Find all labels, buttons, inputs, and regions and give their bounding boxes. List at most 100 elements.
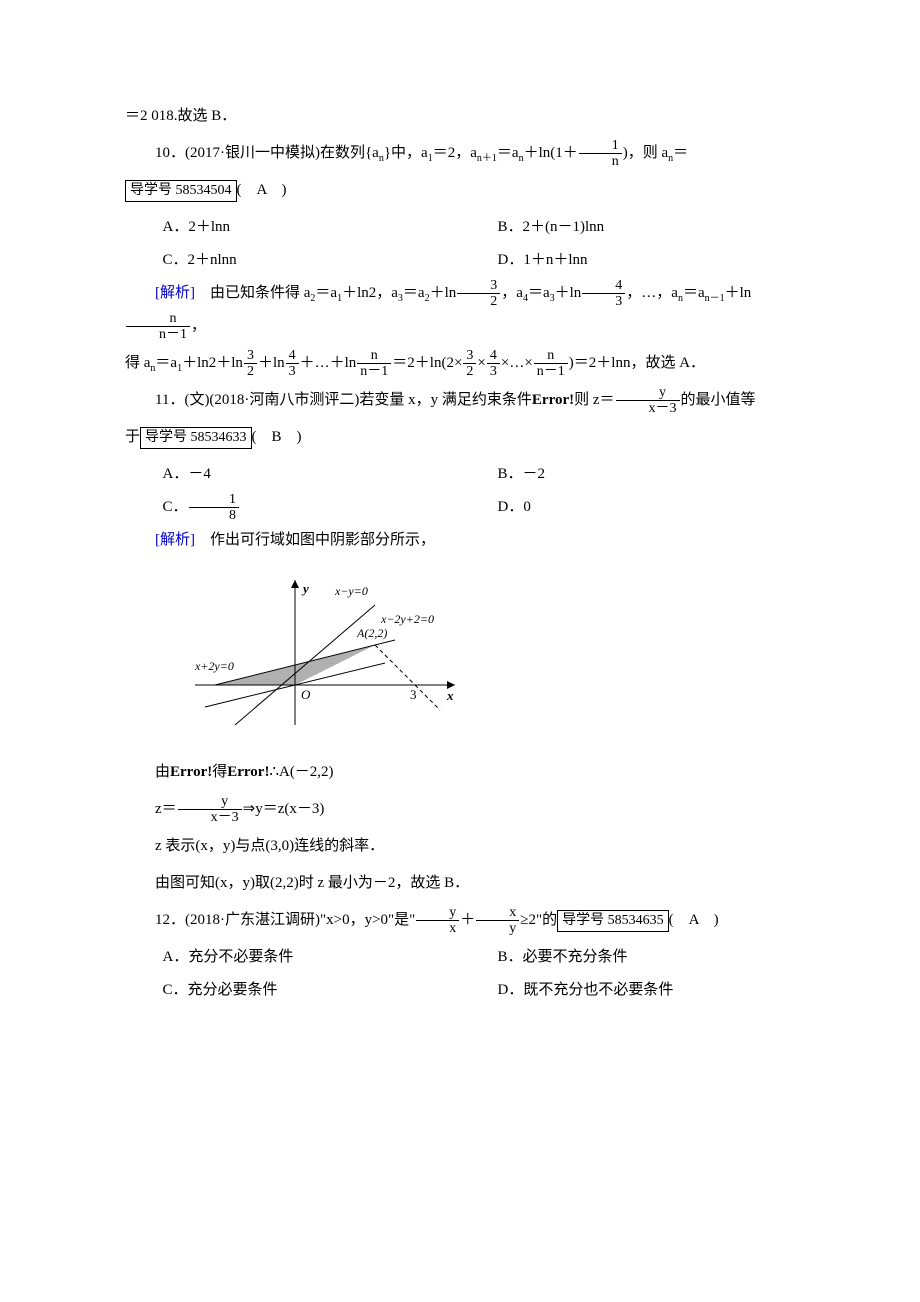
q10-p2: }中，a [384,145,428,161]
q11-pd: 于 [125,429,140,445]
q10-optD: D．1＋n＋lnn [460,244,795,277]
fd: 2 [463,363,476,379]
q12-optA: A．充分不必要条件 [125,941,460,974]
q12-prompt: 12．(2018·广东湛江调研)"x>0，y>0"是"yx＋xy≥2"的导学号 … [125,904,795,937]
label-y: y [301,581,309,596]
q10s-k: ＋ln [725,285,752,301]
q11-sol-label: [解析] [155,532,195,548]
fd: 2 [457,293,500,309]
q11-pa: 11．(文)(2018·河南八市测评二)若变量 x，y 满足约束条件 [155,392,532,408]
label-line2: x−y=0 [334,584,368,598]
q11-err2: Error! [170,764,212,780]
q11-sol-l3: z 表示(x，y)与点(3,0)连线的斜率． [125,830,795,863]
q10s2-c: ＋ln2＋ln [182,355,243,371]
frac32c: 32 [463,348,476,380]
q12-fracxy: xy [476,905,519,937]
q11-l1b: 得 [212,764,227,780]
label-3: 3 [410,687,417,702]
q10-numline: 导学号 58534504( A ) [125,174,795,207]
q11-prompt: 11．(文)(2018·河南八市测评二)若变量 x，y 满足约束条件Error!… [125,384,795,417]
q10s-e: ＋ln [430,285,457,301]
fn: 4 [487,348,500,363]
fn: n [357,348,391,363]
q11-optA: A．－4 [125,458,460,491]
q10s2-b: ＝a [155,355,177,371]
fn: n [126,311,190,326]
q10s-a: 由已知条件得 a [195,285,310,301]
q11-row2: C．18 D．0 [125,491,795,524]
fn: 4 [582,278,625,293]
q10-row1: A．2＋lnn B．2＋(n－1)lnn [125,211,795,244]
q11-pb: 则 z＝ [574,392,614,408]
frac32: 32 [457,278,500,310]
q11-sol-l4: 由图可知(x，y)取(2,2)时 z 最小为－2，故选 B． [125,867,795,900]
fd: 3 [286,363,299,379]
q10-p4: ＝a [497,145,519,161]
fd: n－1 [126,326,190,342]
fd: n－1 [534,363,568,379]
q10-answer: ( A ) [237,182,287,198]
q12-row1: A．充分不必要条件 B．必要不充分条件 [125,941,795,974]
q10-p5: ＋ln(1＋ [524,145,578,161]
q10s2-f: ＝2＋ln(2× [392,355,462,371]
fd: x－3 [616,400,680,416]
q10s2-g: × [477,355,485,371]
q11-sol-l1: 由Error!得Error!∴A(－2,2) [125,756,795,789]
feasible-region-diagram: y x O 3 A(2,2) x+2y=0 x−y=0 x−2y+2=0 [185,565,475,735]
q10s-b: ＝a [315,285,337,301]
q10-row2: C．2＋nlnn D．1＋n＋lnn [125,244,795,277]
fn: 1 [189,492,240,507]
fd: 8 [189,507,240,523]
fd: y [476,920,519,936]
q11-sol-intro: [解析] 作出可行域如图中阴影部分所示， [125,524,795,557]
q11-diagram: y x O 3 A(2,2) x+2y=0 x−y=0 x−2y+2=0 [185,565,795,748]
fn: n [534,348,568,363]
q10-p3: ＝2，a [433,145,477,161]
q12-optB: B．必要不充分条件 [460,941,795,974]
fn: y [178,794,242,809]
q10s-i: ，…，a [626,285,678,301]
fracnn1b: nn－1 [357,348,391,380]
q10s2-d: ＋ln [258,355,285,371]
q11-pc: 的最小值等 [681,392,756,408]
sub-n1: n＋1 [477,153,497,164]
fd: x－3 [178,809,242,825]
q10s2-i: )＝2＋lnn，故选 A． [569,355,705,371]
q11-l1c: ∴A(－2,2) [269,764,333,780]
q10s-l: ， [191,318,206,334]
q10s-j: ＝a [683,285,705,301]
label-line1: x+2y=0 [194,659,234,673]
q11-optC-pre: C． [163,499,188,515]
q11-optB: B．－2 [460,458,795,491]
fn: y [416,905,459,920]
q12-row2: C．充分必要条件 D．既不充分也不必要条件 [125,974,795,1007]
preline: ＝2 018.故选 B． [125,100,795,133]
label-A: A(2,2) [356,626,387,640]
q10-p1: 10．(2017·银川一中模拟)在数列{a [155,145,379,161]
fd: n－1 [357,363,391,379]
q12-optC: C．充分必要条件 [125,974,460,1007]
q10-frac1: 1n [579,138,622,170]
q10s-d: ＝a [403,285,425,301]
q11-optD: D．0 [460,491,795,524]
q11-err1: Error! [532,392,574,408]
q10-optA: A．2＋lnn [125,211,460,244]
q11-sol-intro-t: 作出可行域如图中阴影部分所示， [195,532,435,548]
frac43b: 43 [286,348,299,380]
q11-err3: Error! [227,764,269,780]
q11-fracz2: yx－3 [178,794,242,826]
fn: 4 [286,348,299,363]
fn: 3 [244,348,257,363]
frac-den: n [579,153,622,169]
label-line3: x−2y+2=0 [380,612,434,626]
frac-num: 1 [579,138,622,153]
q12-pa: 12．(2018·广东湛江调研)"x>0，y>0"是" [155,912,415,928]
label-O: O [301,687,311,702]
q10s-f: ，a [501,285,523,301]
q11-numline: 于导学号 58534633( B ) [125,421,795,454]
q10-sol2: 得 an＝a1＋ln2＋ln32＋ln43＋…＋lnnn－1＝2＋ln(2×32… [125,347,795,380]
fn: 3 [457,278,500,293]
frac43c: 43 [487,348,500,380]
q10-optB: B．2＋(n－1)lnn [460,211,795,244]
q10-sol1: [解析] 由已知条件得 a2＝a1＋ln2，a3＝a2＋ln32，a4＝a3＋l… [125,277,795,343]
